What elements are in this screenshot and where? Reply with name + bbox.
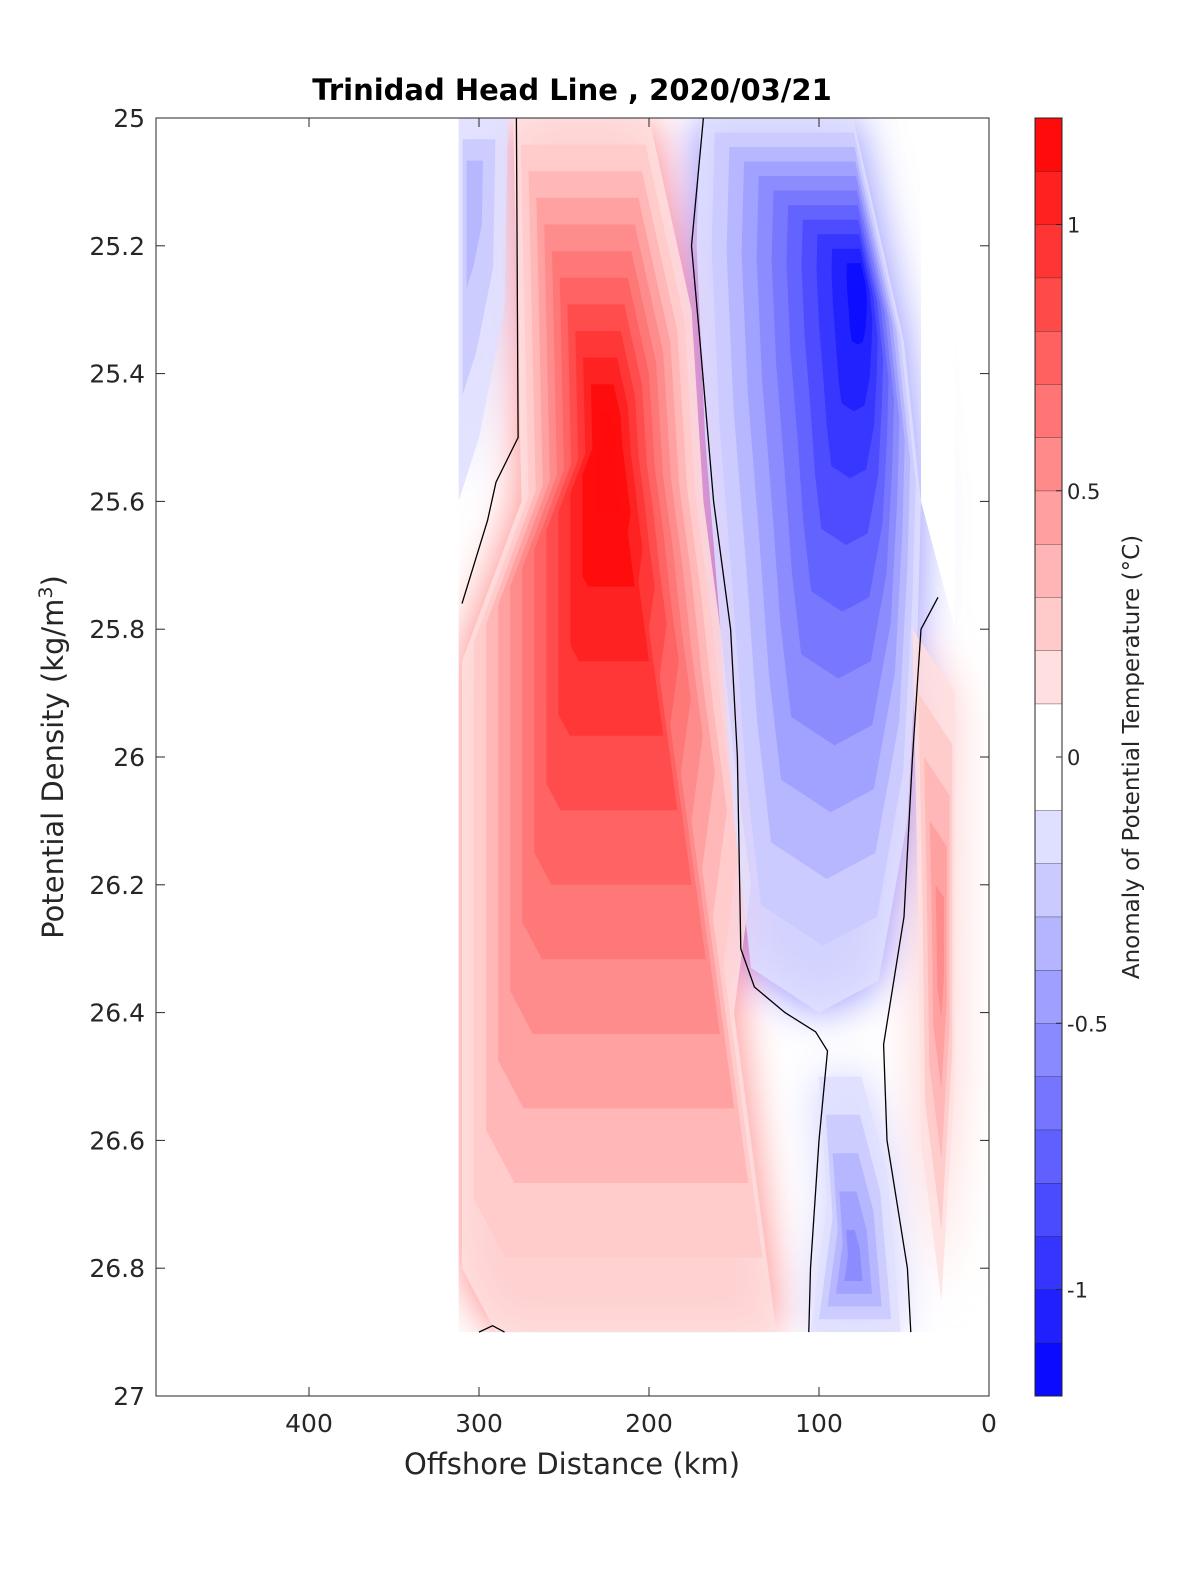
colorbar-tick-label: -1 — [1067, 1279, 1088, 1303]
contour-band-2-5 — [844, 1229, 863, 1281]
colorbar-tick-label: 0 — [1067, 746, 1080, 770]
y-tick-label: 26.4 — [89, 999, 145, 1028]
colorbar-swatch — [1035, 331, 1062, 385]
no-data-region-1 — [156, 1332, 989, 1396]
colorbar-swatch — [1035, 544, 1062, 598]
anomaly-region-4 — [458, 118, 508, 502]
y-axis-ticks: 25 25.2 25.4 25.6 25.8 26 26.2 26.4 26.6 26.8 27 — [89, 104, 989, 1411]
no-data-region-0 — [156, 118, 459, 1333]
colorbar-swatch — [1035, 1342, 1062, 1396]
x-tick-label: 0 — [981, 1409, 997, 1438]
y-tick-label: 26.2 — [89, 871, 145, 900]
y-tick-label: 25.8 — [89, 615, 145, 644]
anomaly-region-3 — [912, 629, 955, 1301]
colorbar-tick-label: 1 — [1067, 214, 1080, 238]
colorbar-swatch — [1035, 1183, 1062, 1237]
contour-band-0-12 — [594, 410, 621, 513]
x-tick-label: 200 — [625, 1409, 673, 1438]
anomaly-region-0 — [462, 118, 777, 1333]
y-tick-label: 27 — [113, 1382, 145, 1411]
colorbar-tick-label: -0.5 — [1067, 1012, 1108, 1036]
contour-band-3-5 — [935, 884, 945, 1019]
colorbar-swatch — [1035, 171, 1062, 225]
colorbar-swatch — [1035, 863, 1062, 917]
colorbar-swatch — [1035, 810, 1062, 864]
colorbar-swatch — [1035, 277, 1062, 331]
y-tick-label: 26.6 — [89, 1126, 145, 1155]
x-axis-label: Offshore Distance (km) — [404, 1447, 740, 1481]
zero-contour-line-0 — [461, 118, 519, 604]
colorbar-swatch — [1035, 384, 1062, 438]
colorbar-ticks: -1 -0.5 0 0.5 1 — [1056, 214, 1108, 1303]
y-axis-label-superscript: 3 — [35, 586, 57, 598]
zero-contour-line-3 — [478, 1324, 505, 1333]
x-axis-ticks: 400 300 200 100 0 — [285, 118, 997, 1438]
zero-contour-line-1 — [690, 118, 829, 1333]
y-tick-label: 25 — [113, 104, 145, 133]
y-axis-label-text: Potential Density (kg/m — [36, 599, 70, 939]
y-tick-label: 26.8 — [89, 1254, 145, 1283]
no-data-region-2 — [921, 118, 955, 630]
x-tick-label: 300 — [455, 1409, 503, 1438]
colorbar-tick-label: 0.5 — [1067, 480, 1100, 504]
colorbar — [1035, 117, 1062, 1396]
x-tick-label: 400 — [285, 1409, 333, 1438]
colorbar-swatch — [1035, 597, 1062, 651]
y-tick-label: 25.6 — [89, 487, 145, 516]
y-tick-label: 25.4 — [89, 360, 145, 389]
colorbar-swatch — [1035, 224, 1062, 278]
colorbar-swatch — [1035, 1289, 1062, 1343]
colorbar-swatch — [1035, 437, 1062, 491]
y-tick-label: 25.2 — [89, 232, 145, 261]
colorbar-label: Anomaly of Potential Temperature (°C) — [1119, 535, 1145, 979]
anomaly-region-1 — [696, 118, 921, 1013]
contour-band-4-3 — [466, 160, 483, 289]
colorbar-swatch — [1035, 1236, 1062, 1290]
colorbar-swatch — [1035, 650, 1062, 704]
zero-contour-line-2 — [882, 596, 939, 1333]
colorbar-swatch — [1035, 916, 1062, 970]
colorbar-swatch — [1035, 118, 1062, 172]
colorbar-swatch — [1035, 970, 1062, 1024]
colorbar-swatch — [1035, 490, 1062, 544]
y-axis-label-suffix: ) — [36, 575, 70, 586]
x-tick-label: 100 — [795, 1409, 843, 1438]
anomaly-region-2 — [810, 1076, 901, 1333]
zero-contours — [461, 118, 939, 1333]
y-axis-label: Potential Density (kg/m3) — [35, 575, 70, 939]
colorbar-swatch — [1035, 1129, 1062, 1183]
colorbar-swatch — [1035, 1076, 1062, 1130]
y-tick-label: 26 — [113, 743, 145, 772]
colorbar-swatch — [1035, 1023, 1062, 1077]
contour-band-1-11 — [846, 263, 867, 345]
anomaly-regions — [156, 118, 989, 1396]
chart-title: Trinidad Head Line , 2020/03/21 — [312, 73, 832, 107]
